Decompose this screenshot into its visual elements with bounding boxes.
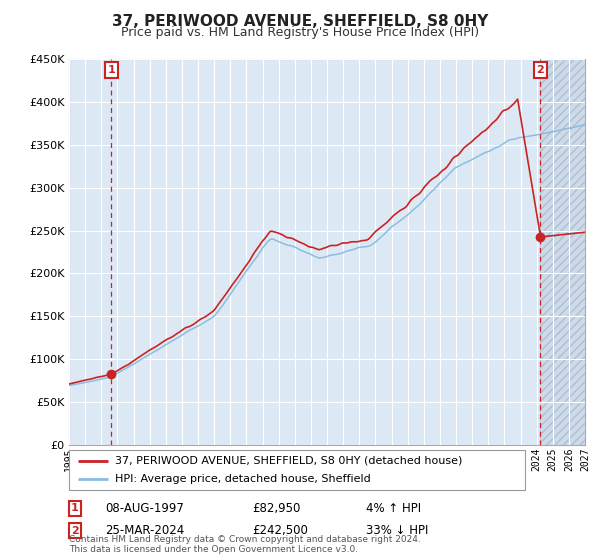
Text: 33% ↓ HPI: 33% ↓ HPI	[366, 524, 428, 538]
Text: 1: 1	[107, 65, 115, 75]
Text: 08-AUG-1997: 08-AUG-1997	[105, 502, 184, 515]
Text: 2: 2	[71, 526, 79, 536]
Text: Price paid vs. HM Land Registry's House Price Index (HPI): Price paid vs. HM Land Registry's House …	[121, 26, 479, 39]
FancyBboxPatch shape	[69, 450, 525, 490]
Text: Contains HM Land Registry data © Crown copyright and database right 2024.
This d: Contains HM Land Registry data © Crown c…	[69, 535, 421, 554]
Text: 37, PERIWOOD AVENUE, SHEFFIELD, S8 0HY (detached house): 37, PERIWOOD AVENUE, SHEFFIELD, S8 0HY (…	[115, 456, 462, 465]
Text: 37, PERIWOOD AVENUE, SHEFFIELD, S8 0HY: 37, PERIWOOD AVENUE, SHEFFIELD, S8 0HY	[112, 14, 488, 29]
Text: 25-MAR-2024: 25-MAR-2024	[105, 524, 184, 538]
Text: HPI: Average price, detached house, Sheffield: HPI: Average price, detached house, Shef…	[115, 474, 370, 484]
Text: £242,500: £242,500	[252, 524, 308, 538]
Text: 4% ↑ HPI: 4% ↑ HPI	[366, 502, 421, 515]
Text: £82,950: £82,950	[252, 502, 301, 515]
Text: 2: 2	[536, 65, 544, 75]
Text: 1: 1	[71, 503, 79, 514]
